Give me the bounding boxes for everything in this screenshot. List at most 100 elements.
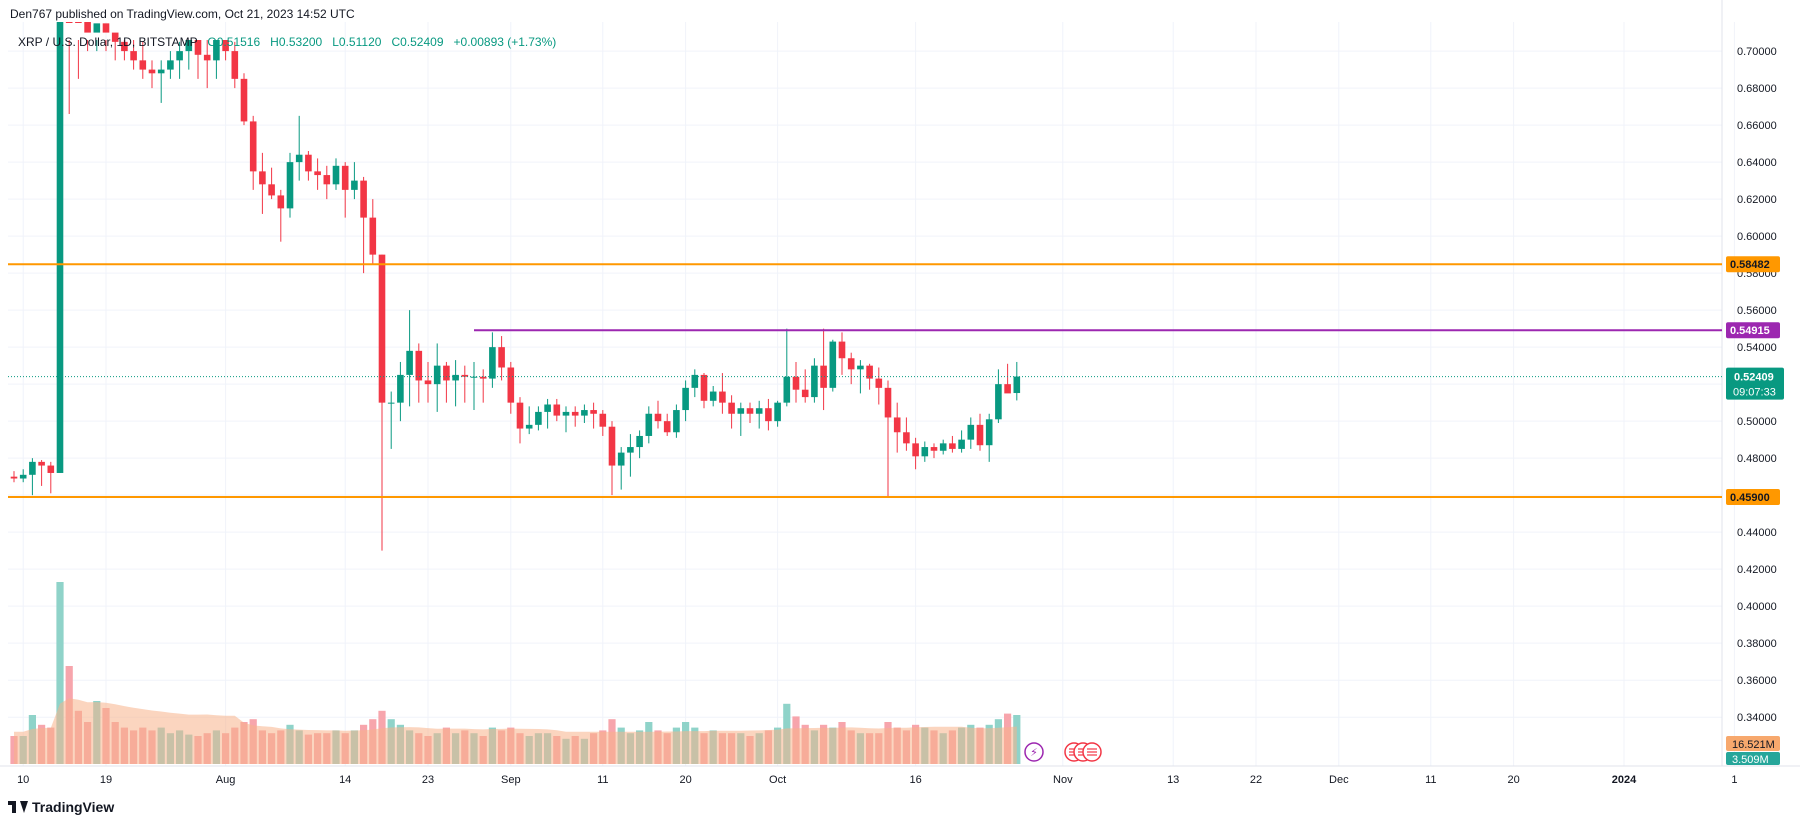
candle-up bbox=[691, 374, 699, 388]
y-tick-label: 0.66000 bbox=[1737, 120, 1777, 132]
x-tick-label: 16 bbox=[909, 774, 921, 786]
horizontal-levels bbox=[8, 263, 1722, 499]
volume-current-label: 3.509M bbox=[1732, 754, 1769, 766]
candle-up bbox=[636, 435, 643, 448]
legend-high: H0.53200 bbox=[270, 35, 323, 49]
candle-down bbox=[461, 374, 469, 377]
candle-up bbox=[774, 402, 781, 422]
candle-down bbox=[792, 376, 800, 390]
x-tick-label: 23 bbox=[422, 774, 434, 786]
candle-down bbox=[498, 347, 505, 368]
publisher-line: Den767 published on TradingView.com, Oct… bbox=[10, 7, 355, 21]
candle-down bbox=[130, 51, 137, 61]
tradingview-logo[interactable]: TradingView bbox=[8, 799, 114, 815]
x-axis: 10 19 Aug 14 23 Sep 11 20 Oct 16 Nov 13 22 Dec 11 20 202… bbox=[17, 774, 1737, 786]
candle-up bbox=[167, 60, 174, 70]
volume-ma-label: 16.521M bbox=[1732, 739, 1775, 751]
x-tick-label: 11 bbox=[1425, 774, 1436, 786]
candle-down bbox=[507, 367, 515, 403]
candle-down bbox=[479, 376, 487, 379]
candle-up bbox=[857, 365, 864, 370]
chart-grid bbox=[0, 0, 1800, 767]
y-tick-label: 0.68000 bbox=[1737, 83, 1777, 95]
candle-down bbox=[65, 22, 73, 23]
volume-bar bbox=[1013, 715, 1021, 764]
candle-down bbox=[516, 402, 524, 429]
candle-down bbox=[360, 180, 367, 218]
candle-up bbox=[985, 419, 993, 446]
x-tick-label: Sep bbox=[501, 774, 521, 786]
candle-up bbox=[562, 411, 570, 416]
candle-up bbox=[737, 408, 745, 414]
candle-down bbox=[608, 426, 616, 466]
candle-down bbox=[378, 254, 386, 403]
last-price-label: 0.52409 bbox=[1734, 372, 1774, 384]
candle-up bbox=[351, 180, 358, 190]
y-tick-label: 0.64000 bbox=[1737, 157, 1777, 169]
candle-down bbox=[341, 165, 349, 190]
candle-down bbox=[102, 23, 110, 33]
level-price-tag bbox=[1726, 256, 1780, 273]
candle-down bbox=[10, 476, 18, 479]
candle-down bbox=[314, 171, 321, 176]
ohlc-legend: XRP / U.S. Dollar, 1D, BITSTAMP O0.51516… bbox=[18, 35, 556, 49]
candle-up bbox=[93, 23, 101, 33]
candle-up bbox=[489, 347, 496, 379]
legend-symbol[interactable]: XRP / U.S. Dollar, 1D, BITSTAMP bbox=[18, 35, 198, 49]
volume-ma-area bbox=[14, 698, 1017, 764]
candle-down bbox=[866, 365, 873, 379]
candle-down bbox=[599, 413, 607, 427]
level-price-tag bbox=[1726, 489, 1780, 506]
y-axis: 0.70000 0.68000 0.66000 0.64000 0.62000 0.600… bbox=[1726, 46, 1784, 766]
candle-down bbox=[884, 387, 892, 418]
candle-down bbox=[121, 41, 128, 52]
last-price-tag bbox=[1726, 367, 1784, 400]
volume-ma-tag bbox=[1726, 736, 1780, 751]
x-tick-label: 22 bbox=[1250, 774, 1262, 786]
candle-down bbox=[663, 421, 671, 433]
legend-low: L0.51120 bbox=[332, 35, 382, 49]
candle-up bbox=[755, 408, 763, 414]
candle-down bbox=[268, 184, 275, 196]
candle-down bbox=[976, 424, 984, 446]
x-tick-label: 14 bbox=[339, 774, 351, 786]
x-tick-label: 2024 bbox=[1612, 774, 1637, 786]
y-tick-label: 0.54000 bbox=[1737, 342, 1777, 354]
legend-close: C0.52409 bbox=[391, 35, 444, 49]
volume-bar bbox=[10, 736, 18, 764]
candle-up bbox=[673, 410, 680, 433]
volume-bar bbox=[56, 582, 64, 764]
candle-down bbox=[765, 408, 772, 422]
legend-open: O0.51516 bbox=[207, 35, 261, 49]
candle-down bbox=[277, 195, 285, 209]
candle-down bbox=[847, 358, 855, 370]
x-tick-label: 13 bbox=[1167, 774, 1179, 786]
candle-up bbox=[286, 162, 294, 209]
tradingview-logo-icon bbox=[8, 801, 28, 813]
candle-down bbox=[746, 408, 754, 414]
candle-up bbox=[617, 452, 625, 466]
candle-down bbox=[259, 171, 266, 185]
candle-down bbox=[305, 154, 312, 172]
countdown-label: 09:07:33 bbox=[1733, 387, 1776, 399]
candle-down bbox=[700, 374, 708, 401]
candle-down bbox=[443, 365, 450, 381]
y-tick-label: 0.48000 bbox=[1737, 453, 1777, 465]
event-icons: ⚡ bbox=[1024, 742, 1102, 762]
candle-up bbox=[544, 404, 551, 412]
x-tick-label: 19 bbox=[100, 774, 112, 786]
candle-up bbox=[1013, 376, 1021, 394]
candle-up bbox=[295, 154, 303, 163]
x-tick-label: Aug bbox=[216, 774, 236, 786]
candle-down bbox=[75, 22, 82, 23]
y-tick-label: 0.60000 bbox=[1737, 231, 1777, 243]
candle-down bbox=[820, 365, 827, 388]
y-tick-label: 0.50000 bbox=[1737, 416, 1777, 428]
candle-down bbox=[194, 40, 202, 55]
candle-up bbox=[387, 402, 395, 404]
lightning-glyph-icon: ⚡ bbox=[1030, 746, 1038, 759]
volume-ma-fill bbox=[14, 698, 1017, 764]
x-tick-label: Dec bbox=[1329, 774, 1349, 786]
candle-up bbox=[406, 350, 413, 375]
level-price-tag bbox=[1726, 322, 1780, 339]
